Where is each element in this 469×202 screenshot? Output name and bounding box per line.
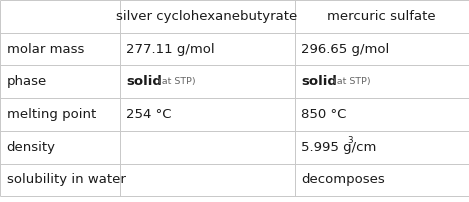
- Text: solid: solid: [301, 75, 337, 88]
- Text: 296.65 g/mol: 296.65 g/mol: [301, 43, 389, 56]
- Text: 3: 3: [347, 136, 353, 145]
- Text: (at STP): (at STP): [333, 77, 371, 86]
- Text: silver cyclohexanebutyrate: silver cyclohexanebutyrate: [116, 10, 298, 23]
- Text: 277.11 g/mol: 277.11 g/mol: [126, 43, 215, 56]
- Text: phase: phase: [7, 75, 47, 88]
- Text: 850 °C: 850 °C: [301, 108, 347, 121]
- Text: mercuric sulfate: mercuric sulfate: [327, 10, 436, 23]
- Text: decomposes: decomposes: [301, 174, 385, 186]
- Text: melting point: melting point: [7, 108, 96, 121]
- Text: (at STP): (at STP): [158, 77, 196, 86]
- Text: solubility in water: solubility in water: [7, 174, 125, 186]
- Text: molar mass: molar mass: [7, 43, 84, 56]
- Text: solid: solid: [126, 75, 162, 88]
- Text: density: density: [7, 141, 55, 154]
- Text: 254 °C: 254 °C: [126, 108, 172, 121]
- Text: 5.995 g/cm: 5.995 g/cm: [301, 141, 377, 154]
